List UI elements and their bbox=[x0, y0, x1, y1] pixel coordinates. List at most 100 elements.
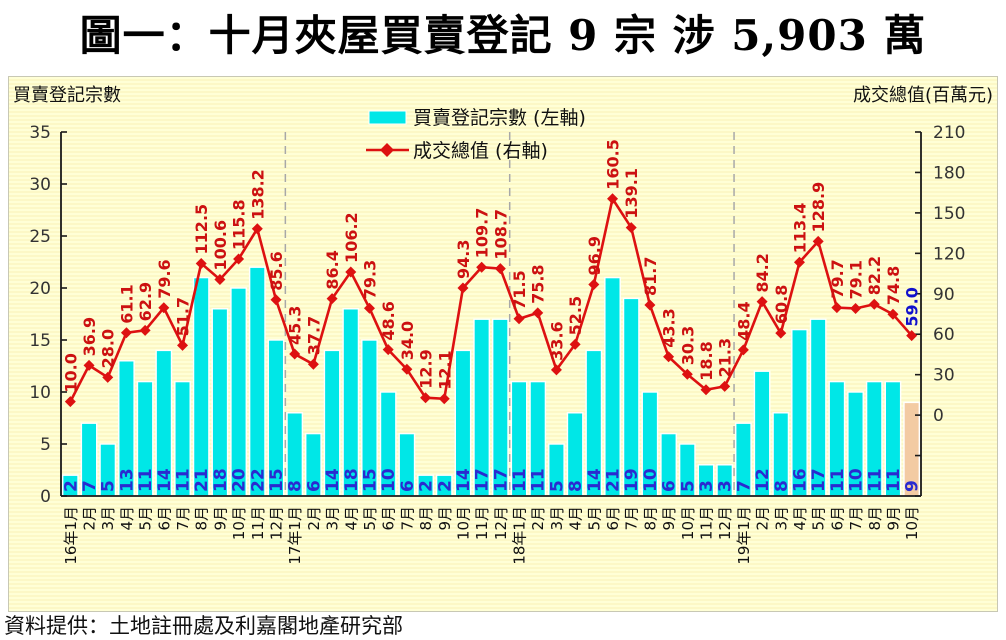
bar-value-label: 18 bbox=[342, 468, 362, 492]
line-value-label: 79.3 bbox=[360, 260, 379, 299]
bar-value-label: 2 bbox=[61, 480, 81, 492]
x-axis-label: 6月 bbox=[155, 506, 173, 531]
line-value-label: 81.7 bbox=[641, 256, 660, 295]
bar-value-label: 5 bbox=[99, 480, 119, 492]
x-axis-label: 7月 bbox=[398, 506, 416, 531]
x-axis-label: 11月 bbox=[473, 506, 491, 540]
bar-value-label: 6 bbox=[660, 480, 680, 492]
x-axis-label: 3月 bbox=[99, 506, 117, 531]
bar-value-label: 14 bbox=[323, 468, 343, 492]
right-axis-tick-label: 180 bbox=[933, 163, 965, 183]
bar-value-label: 5 bbox=[547, 480, 567, 492]
bar-value-label: 14 bbox=[454, 468, 474, 492]
bar-value-label: 11 bbox=[884, 468, 904, 492]
bar-value-label: 19 bbox=[622, 468, 642, 492]
bar-value-label: 18 bbox=[211, 468, 231, 492]
x-axis-label: 10月 bbox=[230, 506, 248, 540]
bar-value-label: 8 bbox=[566, 480, 586, 492]
line-marker bbox=[569, 338, 581, 350]
line-value-label: 106.2 bbox=[342, 212, 361, 263]
line-value-label: 108.7 bbox=[491, 209, 510, 260]
line-value-label: 34.0 bbox=[398, 321, 417, 360]
x-axis-label: 2月 bbox=[529, 506, 547, 531]
left-axis-tick-label: 30 bbox=[29, 175, 51, 195]
combo-chart: 2751311141121182022158614181510622141717… bbox=[13, 85, 993, 565]
x-axis-label: 6月 bbox=[380, 506, 398, 531]
line-marker bbox=[700, 384, 712, 396]
x-axis-label: 6月 bbox=[604, 506, 622, 531]
line-value-label: 10.0 bbox=[61, 353, 80, 392]
bar-value-label: 7 bbox=[734, 480, 754, 492]
bar bbox=[211, 308, 229, 497]
line-marker bbox=[438, 393, 450, 405]
x-axis-label: 3月 bbox=[548, 506, 566, 531]
line-value-label: 96.9 bbox=[585, 236, 604, 275]
bar-value-label: 5 bbox=[678, 480, 698, 492]
x-axis-label: 4月 bbox=[791, 506, 809, 531]
x-axis-label: 2月 bbox=[81, 506, 99, 531]
x-axis-label: 5月 bbox=[137, 506, 155, 531]
line-marker bbox=[644, 299, 656, 311]
bar-value-label: 8 bbox=[772, 480, 792, 492]
line-value-label: 84.2 bbox=[753, 253, 772, 292]
line-value-label: 74.8 bbox=[884, 266, 903, 305]
line-marker bbox=[345, 266, 357, 278]
line-value-label: 79.1 bbox=[847, 260, 866, 299]
left-axis-tick-label: 10 bbox=[29, 383, 51, 403]
legend-bar-label: 買賣登記宗數 (左軸) bbox=[413, 107, 586, 129]
bar bbox=[192, 276, 210, 497]
line-value-label: 79.6 bbox=[155, 259, 174, 298]
line-marker bbox=[625, 222, 637, 234]
x-axis-label: 4月 bbox=[567, 506, 585, 531]
line-value-label: 30.3 bbox=[678, 326, 697, 365]
line-marker bbox=[158, 302, 170, 314]
bar-value-label: 20 bbox=[230, 468, 250, 492]
line-value-label: 62.9 bbox=[136, 282, 155, 321]
x-axis-label: 17年1月 bbox=[286, 506, 304, 565]
line-value-label: 100.6 bbox=[211, 220, 230, 271]
right-axis-tick-label: 150 bbox=[933, 204, 965, 224]
x-axis-label: 7月 bbox=[847, 506, 865, 531]
line-marker bbox=[177, 339, 189, 351]
line-marker bbox=[906, 330, 918, 342]
line-value-label: 48.6 bbox=[379, 301, 398, 340]
x-axis-label: 8月 bbox=[866, 506, 884, 531]
line-value-label: 33.6 bbox=[547, 321, 566, 360]
x-axis-label: 11月 bbox=[698, 506, 716, 540]
line-marker bbox=[64, 396, 76, 408]
bar-value-label: 7 bbox=[80, 480, 100, 492]
line-value-label: 48.4 bbox=[734, 301, 753, 340]
line-value-label: 138.2 bbox=[248, 169, 267, 220]
bar-value-label: 10 bbox=[379, 468, 399, 492]
x-axis-label: 8月 bbox=[641, 506, 659, 531]
line-value-label: 28.0 bbox=[99, 329, 118, 368]
x-axis-label: 9月 bbox=[884, 506, 902, 531]
bar-value-label: 3 bbox=[697, 480, 717, 492]
x-axis-label: 9月 bbox=[436, 506, 454, 531]
legend-line-label: 成交總值 (右軸) bbox=[413, 140, 548, 162]
bar-value-label: 14 bbox=[585, 468, 605, 492]
bar-value-label: 9 bbox=[903, 480, 923, 492]
right-axis-tick-label: 30 bbox=[933, 366, 955, 386]
source-note: 資料提供：土地註冊處及利嘉閣地產研究部 bbox=[4, 614, 403, 638]
line-value-label: 43.3 bbox=[660, 308, 679, 347]
left-axis-tick-label: 0 bbox=[40, 487, 51, 507]
line-marker bbox=[513, 313, 525, 325]
x-axis-label: 7月 bbox=[174, 506, 192, 531]
x-axis-label: 19年1月 bbox=[735, 506, 753, 565]
line-value-label: 113.4 bbox=[790, 203, 809, 254]
legend-bar-swatch-icon bbox=[368, 110, 407, 125]
line-series bbox=[69, 195, 913, 403]
line-value-label: 51.7 bbox=[174, 297, 193, 336]
line-value-label: 112.5 bbox=[192, 204, 211, 255]
chart-panel: 2 7 5 13 11 14 11 21 18 20 22 15 8 6 14 18 15 10 6 2 2 14 17 17… bbox=[8, 76, 998, 612]
x-axis-label: 8月 bbox=[193, 506, 211, 531]
line-value-label: 94.3 bbox=[454, 239, 473, 278]
line-value-label: 36.9 bbox=[80, 317, 99, 356]
bar-value-label: 3 bbox=[716, 480, 736, 492]
line-marker bbox=[457, 282, 469, 294]
x-axis-label: 10月 bbox=[679, 506, 697, 540]
line-value-label: 59.0 bbox=[903, 287, 922, 326]
bar-value-label: 21 bbox=[192, 468, 212, 492]
x-axis-label: 5月 bbox=[361, 506, 379, 531]
